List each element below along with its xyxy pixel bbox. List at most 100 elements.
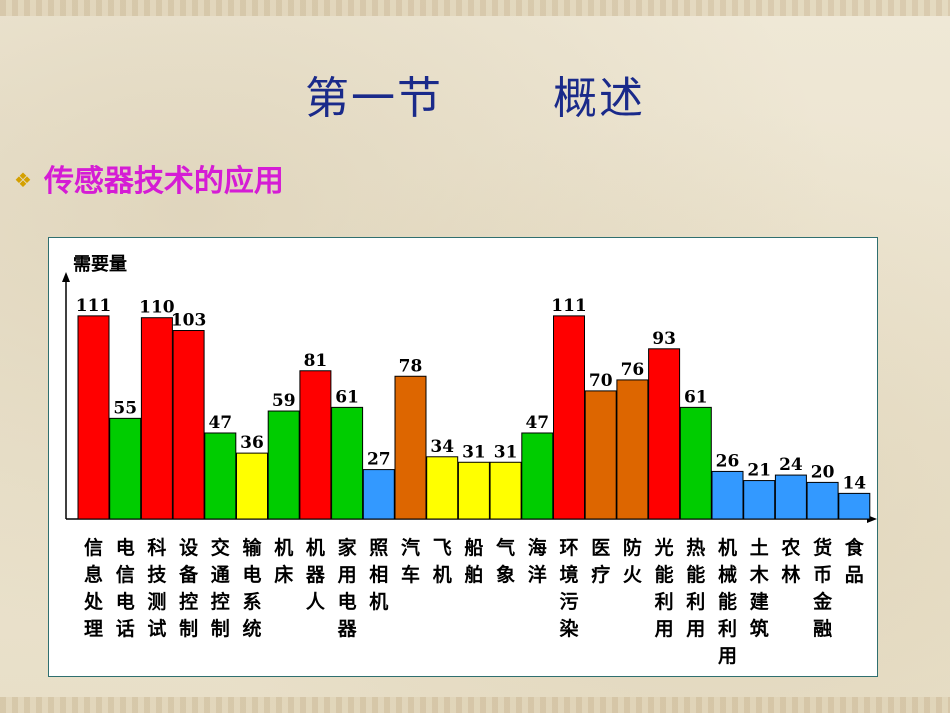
category-label: 人 [306, 591, 326, 613]
bar [236, 452, 268, 520]
bar-value-label: 93 [652, 329, 676, 349]
category-label: 土 [750, 537, 769, 559]
category-label: 防 [623, 536, 642, 559]
category-label: 筑 [750, 617, 769, 640]
bar [77, 315, 110, 520]
category-label: 飞 [433, 537, 452, 559]
category-label: 火 [623, 564, 643, 586]
category-label: 信 [116, 563, 135, 586]
bar [172, 330, 205, 520]
bar [394, 375, 427, 520]
category-label: 币 [813, 564, 832, 586]
bar-value-label: 36 [240, 433, 264, 453]
category-label: 舶 [464, 563, 483, 586]
bar-chart: 需要量111信息处理55电信电话110科技测试103设备控制47交通控制36输电… [62, 253, 877, 667]
bar-value-label: 55 [113, 398, 137, 418]
bar-value-label: 76 [621, 360, 645, 380]
category-label: 木 [749, 563, 770, 586]
category-label: 系 [242, 591, 261, 613]
category-label: 信 [84, 536, 103, 559]
category-label: 设 [179, 537, 198, 559]
bar-value-label: 110 [139, 298, 175, 318]
category-label: 电 [338, 590, 357, 613]
category-label: 货 [813, 536, 832, 559]
bar-value-label: 21 [747, 461, 771, 481]
category-label: 通 [211, 564, 231, 586]
category-label: 气 [495, 536, 515, 559]
category-label: 用 [338, 564, 357, 586]
category-label: 器 [337, 618, 358, 640]
bar-value-label: 31 [462, 442, 486, 462]
bar-value-label: 14 [842, 473, 866, 493]
bar-value-label: 103 [171, 311, 207, 331]
bar-value-label: 24 [779, 455, 803, 475]
bar-value-label: 61 [335, 387, 359, 407]
bar [362, 469, 395, 520]
bar [648, 348, 681, 520]
bar [679, 406, 712, 520]
y-axis-label: 需要量 [73, 253, 127, 275]
category-label: 处 [83, 590, 104, 613]
bar [521, 432, 554, 520]
category-label: 品 [845, 564, 864, 586]
decorative-border-bottom [0, 697, 950, 713]
slide-title-section: 第一节 [305, 73, 443, 124]
category-label: 食 [845, 536, 865, 559]
category-label: 象 [496, 563, 515, 586]
category-label: 环 [559, 537, 578, 559]
bar [553, 315, 585, 520]
bar [299, 370, 332, 520]
category-label: 理 [84, 618, 103, 640]
category-label: 家 [338, 536, 358, 559]
slide-title: 第一节 概述 [0, 62, 950, 126]
category-label: 境 [559, 563, 578, 586]
bar [489, 461, 522, 520]
category-label: 机 [306, 537, 325, 559]
category-label: 交 [211, 536, 230, 559]
category-label: 汽 [401, 536, 420, 559]
bar [584, 390, 617, 520]
bar-value-label: 70 [589, 371, 613, 391]
category-label: 用 [655, 618, 674, 640]
category-label: 热 [686, 536, 705, 559]
bar [774, 474, 807, 520]
category-label: 洋 [528, 563, 547, 586]
bar [426, 456, 459, 520]
category-label: 利 [655, 591, 674, 613]
category-label: 技 [147, 563, 167, 586]
category-label: 能 [655, 563, 674, 586]
category-label: 机 [274, 537, 293, 559]
bar-value-label: 34 [430, 437, 454, 457]
category-label: 用 [718, 645, 737, 667]
bar-value-label: 31 [494, 442, 518, 462]
slide-subtitle: ❖ 传感器技术的应用 [14, 156, 284, 200]
category-label: 器 [305, 564, 326, 586]
category-label: 光 [654, 536, 674, 559]
bar-value-label: 47 [208, 413, 232, 433]
category-label: 利 [686, 591, 705, 613]
bar [616, 379, 649, 520]
category-label: 能 [718, 590, 737, 613]
category-label: 科 [147, 536, 166, 559]
category-label: 船 [464, 536, 483, 559]
category-label: 电 [116, 590, 135, 613]
category-label: 疗 [591, 563, 610, 586]
category-label: 机 [369, 591, 388, 613]
bar [140, 317, 173, 520]
category-label: 备 [178, 563, 199, 586]
category-label: 话 [116, 618, 135, 640]
bar [331, 406, 364, 520]
category-label: 息 [84, 563, 103, 586]
category-label: 制 [179, 617, 198, 640]
category-label: 用 [686, 618, 705, 640]
category-label: 制 [211, 617, 230, 640]
category-label: 海 [528, 536, 547, 559]
category-label: 控 [179, 590, 198, 613]
bar-value-label: 59 [272, 391, 296, 411]
diamond-bullet-icon: ❖ [14, 168, 32, 192]
bar [838, 492, 871, 520]
y-axis-arrow-icon [62, 272, 70, 282]
category-label: 染 [559, 617, 578, 640]
category-label: 电 [242, 563, 261, 586]
category-label: 相 [369, 564, 388, 586]
